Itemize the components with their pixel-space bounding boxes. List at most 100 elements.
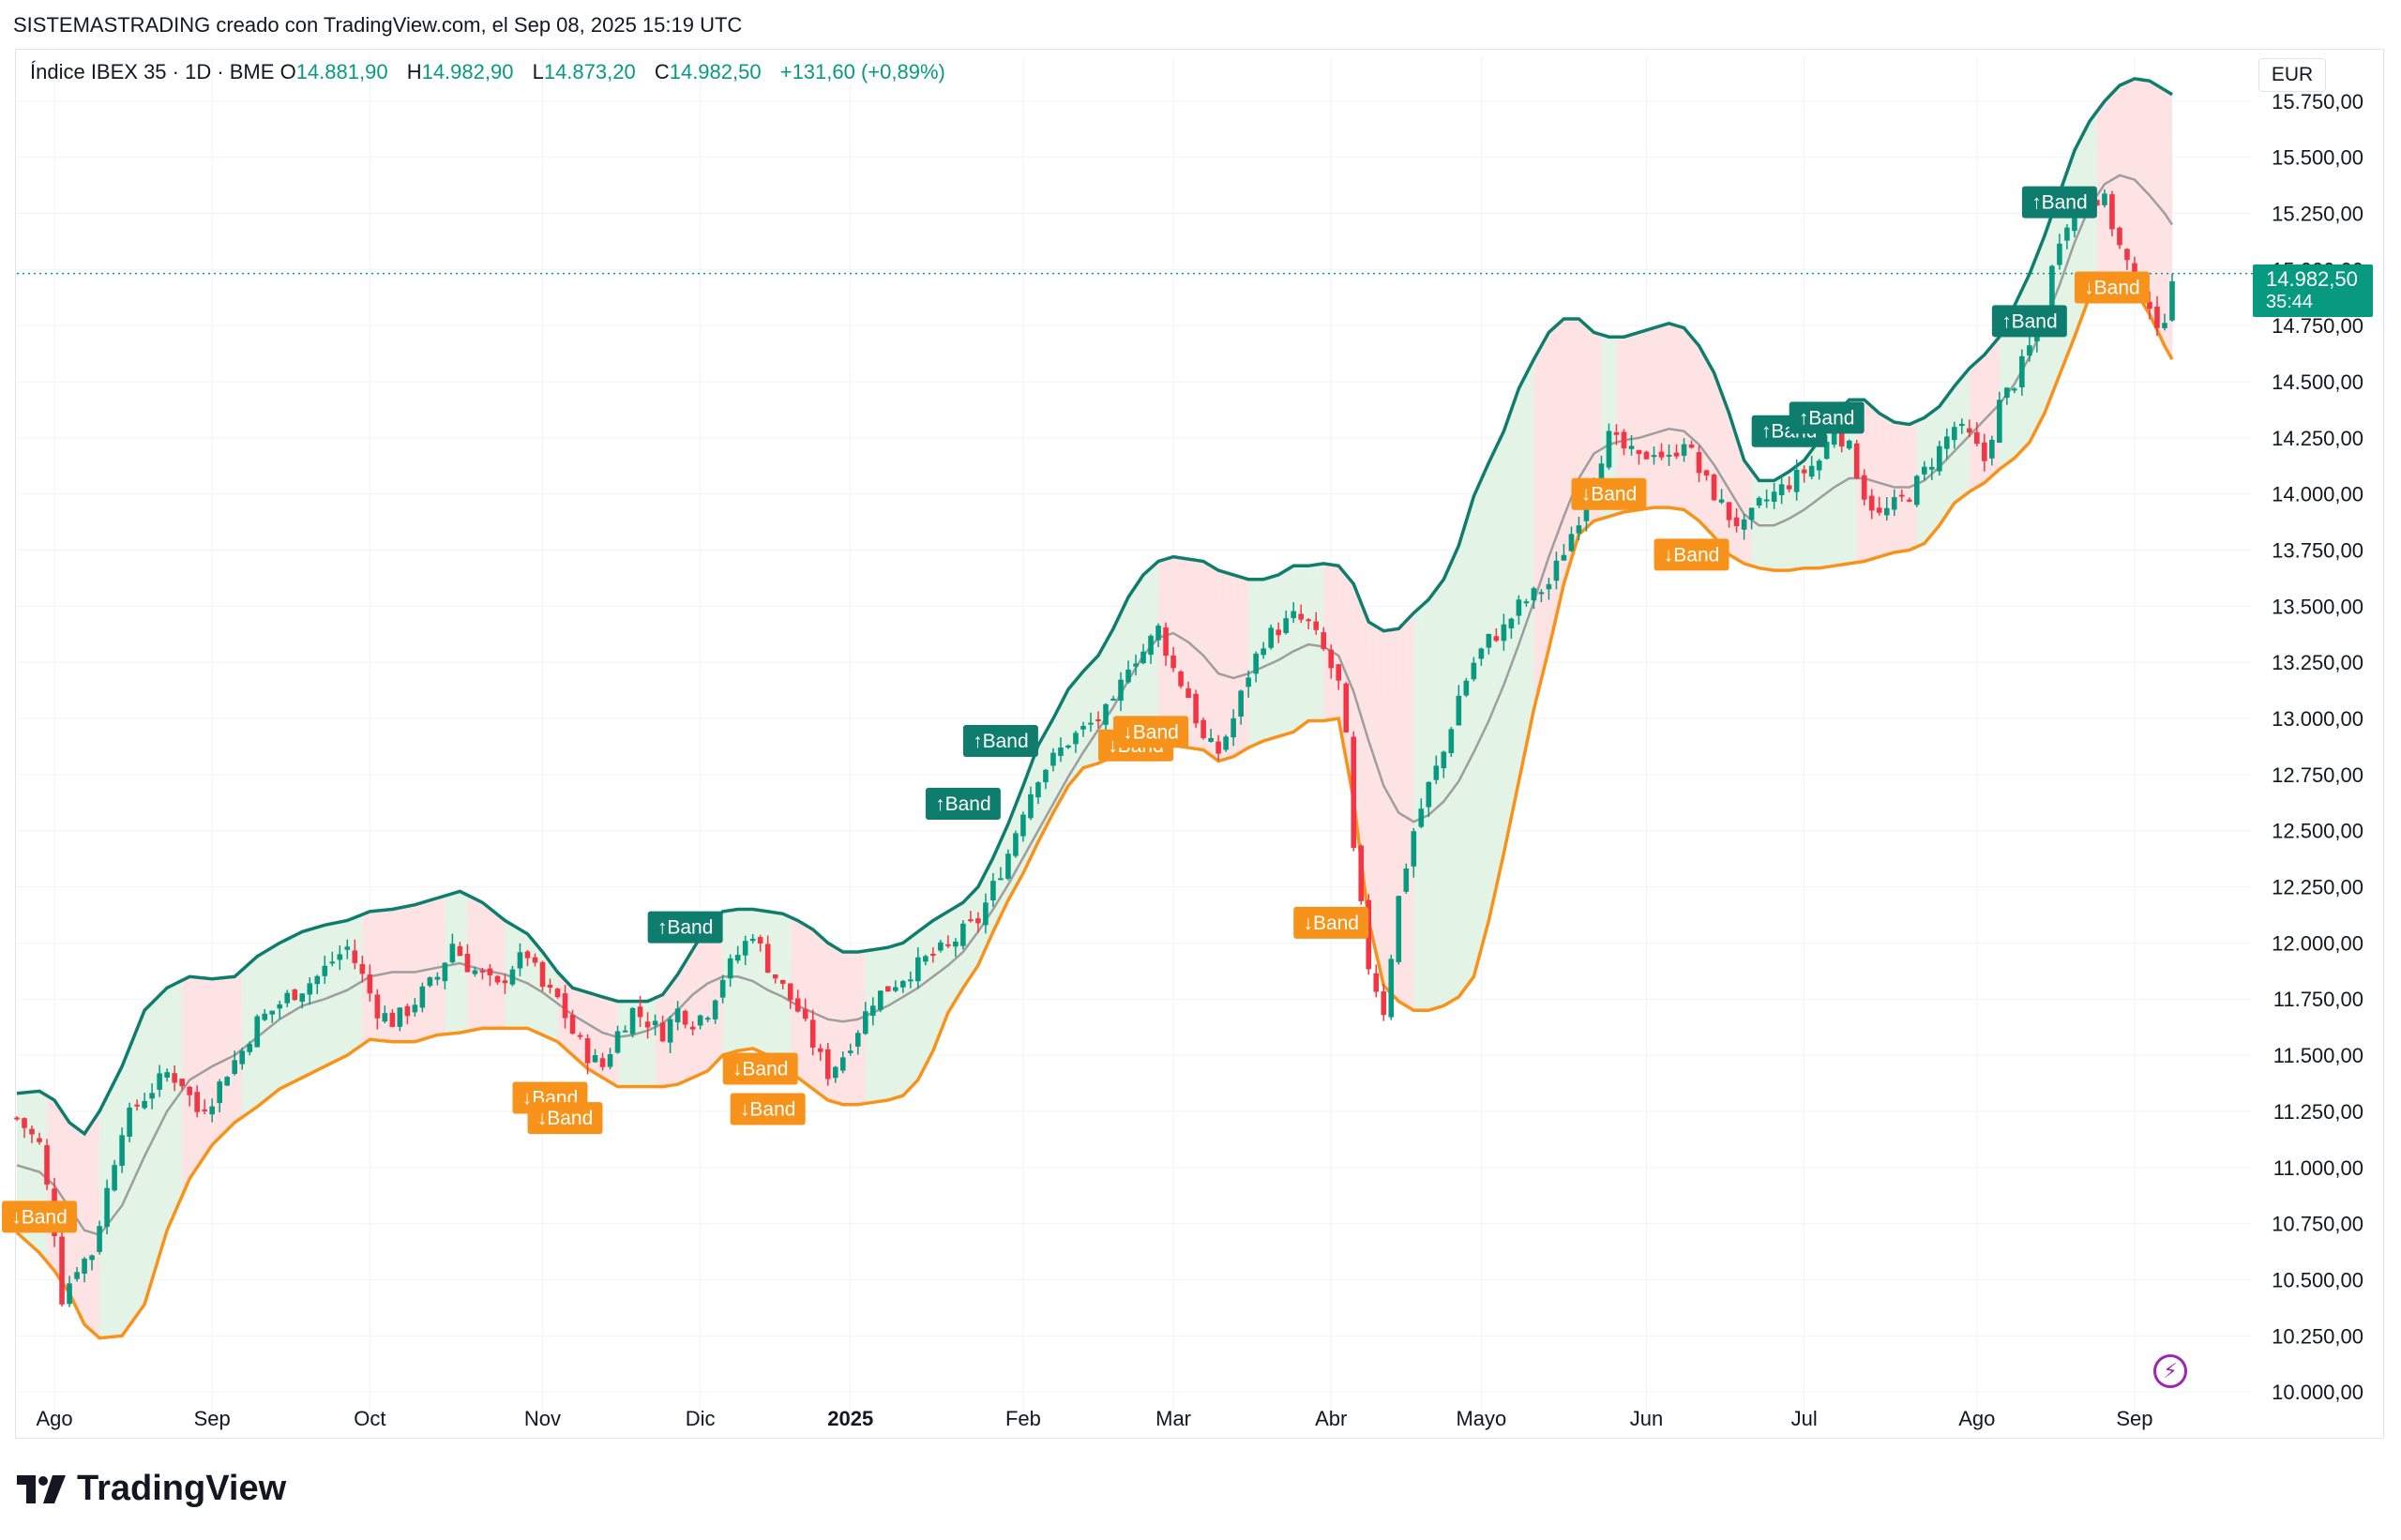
chart-frame[interactable]: [15, 49, 2384, 1439]
candle-body: [1613, 431, 1620, 435]
candle-body: [194, 1092, 200, 1112]
candle-body: [1471, 662, 1477, 680]
signal-box: [962, 725, 1038, 757]
band-fill-segment: [790, 916, 799, 1079]
x-tick-label: Ago: [36, 1407, 72, 1430]
y-tick-label: 11.000,00: [2273, 1156, 2363, 1180]
band-fill-segment: [1075, 671, 1084, 778]
candle-body: [1336, 664, 1342, 681]
band-fill-segment: [1706, 359, 1715, 537]
candle-body: [900, 981, 906, 988]
signal-box: [730, 1093, 806, 1125]
candle-body: [1403, 868, 1410, 892]
band-fill-segment: [1961, 368, 1971, 498]
candle-body: [2064, 227, 2070, 241]
signal-box: [2, 1200, 78, 1233]
candle-body: [97, 1226, 102, 1252]
lightning-icon[interactable]: ⚡: [2153, 1354, 2187, 1388]
candle-body: [419, 986, 426, 1008]
band-fill-segment: [1691, 337, 1700, 521]
candle-body: [960, 923, 966, 946]
band-fill-segment: [655, 994, 664, 1087]
candle-body: [299, 993, 306, 1003]
y-tick-label: 14.000,00: [2272, 483, 2363, 506]
down-band-signal: ↓Band: [2074, 271, 2150, 304]
candle-body: [179, 1079, 185, 1087]
candle-body: [1020, 814, 1026, 837]
band-fill-segment: [1669, 323, 1678, 509]
candle-body: [1463, 680, 1470, 696]
candle-body: [674, 1008, 681, 1023]
candle-body: [877, 990, 883, 1010]
band-fill-segment: [1751, 470, 1760, 568]
candle-body: [134, 1104, 140, 1107]
candle-body: [2169, 280, 2175, 321]
signal-label: ↑Band: [935, 793, 991, 815]
candle-body: [704, 1018, 711, 1020]
band-fill-segment: [437, 896, 445, 1035]
band-fill-segment: [385, 909, 393, 1042]
band-fill-segment: [1684, 327, 1693, 516]
band-fill-segment: [1744, 460, 1753, 566]
band-fill-segment: [1518, 373, 1527, 782]
open-label: O: [279, 60, 296, 83]
band-fill-segment: [1090, 656, 1099, 766]
y-tick-label: 12.000,00: [2272, 931, 2363, 955]
candle-body: [2109, 194, 2115, 230]
candle-body: [2162, 323, 2167, 329]
band-fill-segment: [212, 977, 220, 1145]
candle-body: [2147, 301, 2152, 310]
candle-body: [187, 1086, 192, 1095]
candle-body: [1381, 991, 1387, 1016]
band-fill-segment: [84, 1122, 93, 1332]
candle-body: [847, 1050, 853, 1053]
band-fill-segment: [925, 920, 934, 1065]
band-fill-segment: [460, 891, 468, 1034]
candle-body: [1448, 729, 1455, 753]
currency-selector[interactable]: EUR: [2258, 58, 2326, 92]
candle-body: [2154, 306, 2160, 328]
candle-body: [1681, 444, 1687, 456]
candle-body: [1989, 439, 1995, 459]
ohlc-legend[interactable]: Índice IBEX 35 · 1D · BME O14.881,90 H14…: [30, 60, 945, 84]
candle-body: [1816, 460, 1822, 471]
band-fill-segment: [257, 951, 265, 1108]
band-fill-segment: [1676, 325, 1685, 510]
band-fill-segment: [662, 984, 672, 1087]
band-fill-segment: [1278, 570, 1287, 737]
y-tick-label: 10.750,00: [2272, 1213, 2363, 1236]
candle-body: [1073, 732, 1079, 745]
band-fill-segment: [1511, 388, 1519, 818]
band-fill-segment: [737, 909, 747, 1051]
candle-body: [1028, 793, 1034, 819]
candle-body: [1185, 687, 1191, 699]
band-fill-segment: [1308, 565, 1317, 721]
band-fill-segment: [1969, 361, 1978, 492]
candle-body: [854, 1033, 861, 1047]
candle-body: [1726, 502, 1732, 521]
y-tick-label: 13.250,00: [2272, 651, 2363, 674]
y-tick-label: 10.250,00: [2272, 1324, 2363, 1348]
signal-box: [527, 1102, 603, 1135]
band-fill-segment: [617, 1001, 627, 1087]
candle-body: [1043, 769, 1049, 783]
candle-body: [1801, 469, 1807, 474]
band-fill-segment: [1067, 680, 1077, 786]
candle-body: [1050, 752, 1056, 766]
candle-body: [532, 957, 538, 963]
band-fill-segment: [572, 988, 581, 1063]
candle-body: [472, 970, 478, 974]
candle-body: [157, 1073, 162, 1090]
candle-body: [1576, 525, 1582, 534]
band-fill-segment: [325, 923, 333, 1067]
candle-body: [975, 918, 981, 924]
x-tick-label: Mayo: [1456, 1407, 1506, 1430]
candle-body: [885, 986, 891, 992]
candle-body: [1351, 736, 1357, 849]
candle-body: [127, 1107, 132, 1138]
band-fill-segment: [842, 951, 852, 1105]
candle-body: [202, 1109, 207, 1111]
candle-body: [464, 954, 471, 973]
candle-body: [1208, 737, 1214, 742]
